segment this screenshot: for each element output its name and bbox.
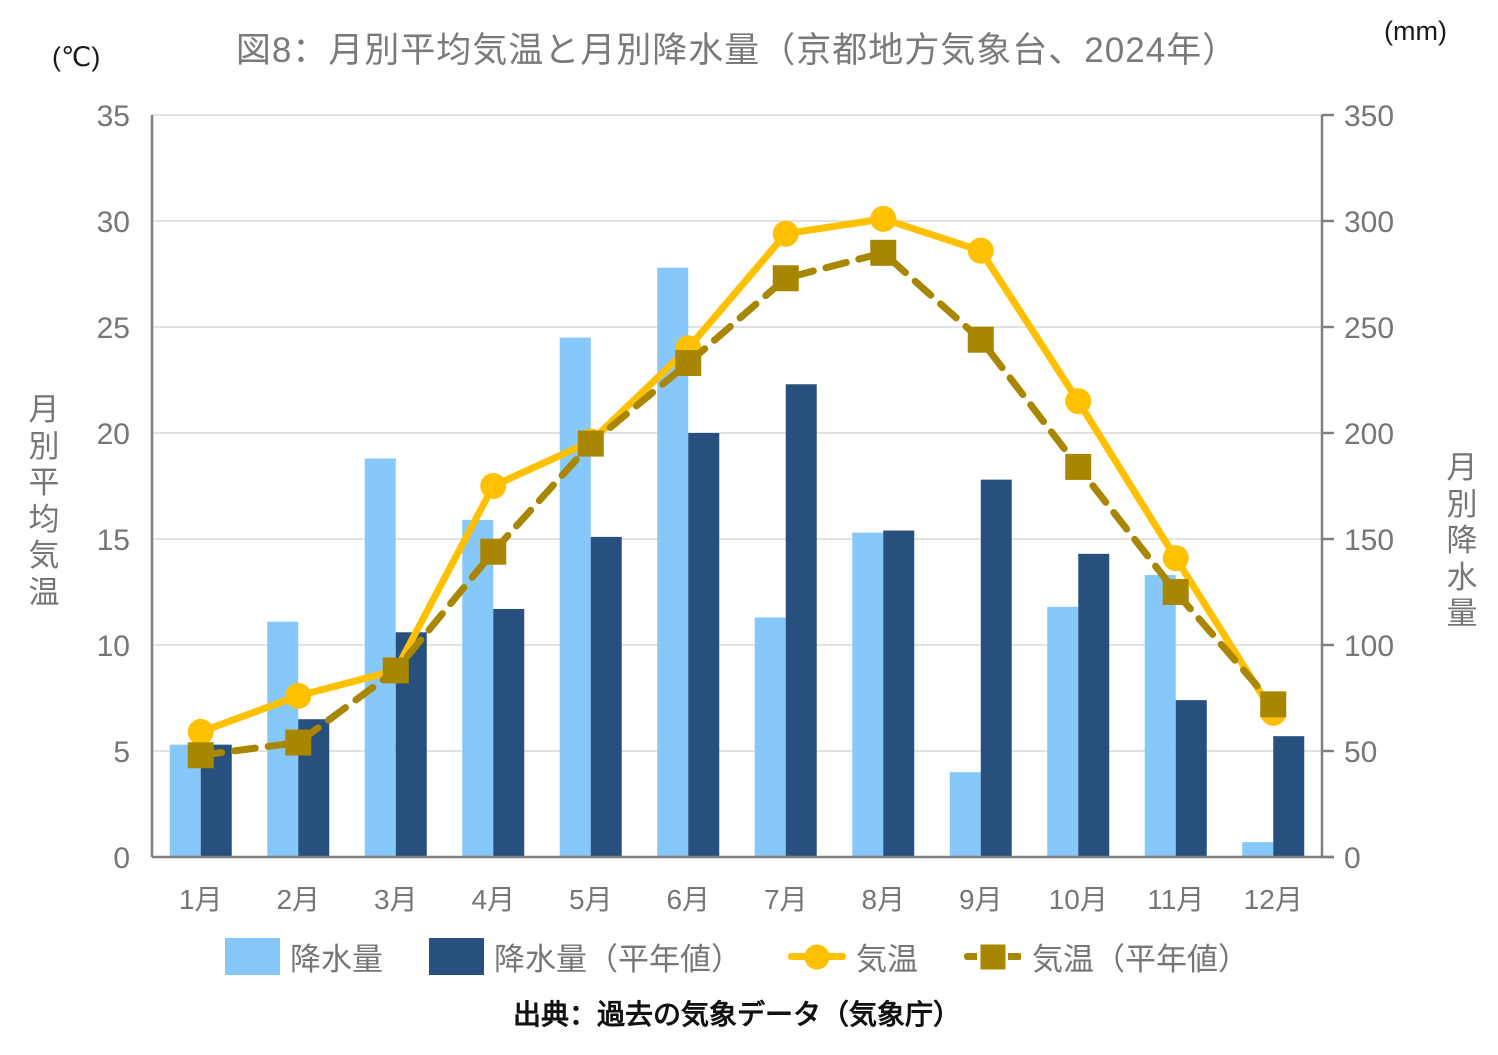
legend-label: 気温 [856,942,918,977]
legend-item-temp-normal: 気温（平年値） [964,934,1249,979]
svg-text:6月: 6月 [666,884,710,915]
svg-text:0: 0 [1344,842,1361,875]
source-note: 出典：過去の気象データ（気象庁） [512,999,961,1030]
svg-text:1月: 1月 [179,884,223,915]
svg-text:5月: 5月 [569,884,613,915]
svg-text:300: 300 [1344,206,1394,239]
right-axis-unit: (mm) [1384,16,1447,46]
left-axis-title: 月別平均気温 [28,392,60,610]
left-axis-unit: (℃) [52,42,101,72]
legend-label: 気温（平年値） [1032,942,1249,977]
precip-swatch-icon [225,938,280,975]
svg-text:4月: 4月 [471,884,515,915]
svg-text:3月: 3月 [374,884,418,915]
svg-text:250: 250 [1344,312,1394,345]
svg-text:5: 5 [113,736,130,769]
legend-item-temp: 気温 [788,934,918,979]
svg-text:350: 350 [1344,100,1394,133]
chart-legend: 降水量 降水量（平年値） 気温 気温（平年値） [152,934,1322,979]
svg-text:25: 25 [97,312,130,345]
svg-text:12月: 12月 [1244,884,1303,915]
svg-text:8月: 8月 [861,884,905,915]
svg-text:150: 150 [1344,524,1394,557]
temp-normal-dashed-marker-icon [964,944,1022,969]
svg-text:30: 30 [97,206,130,239]
svg-text:0: 0 [113,842,130,875]
circle-marker-icon [804,944,830,969]
svg-text:2月: 2月 [276,884,320,915]
svg-text:20: 20 [97,418,130,451]
svg-text:35: 35 [97,100,130,133]
legend-item-precip: 降水量 [225,934,383,979]
svg-text:9月: 9月 [959,884,1003,915]
temp-line-marker-icon [788,944,846,969]
svg-text:7月: 7月 [764,884,808,915]
svg-text:200: 200 [1344,418,1394,451]
legend-item-precip-normal: 降水量（平年値） [429,934,742,979]
chart-title: 図8：月別平均気温と月別降水量（京都地方気象台、2024年） [235,31,1239,70]
right-axis-title: 月別降水量 [1446,450,1478,632]
legend-label: 降水量 [290,942,383,977]
square-marker-icon [980,944,1006,969]
svg-text:10月: 10月 [1049,884,1108,915]
legend-label: 降水量（平年値） [494,942,742,977]
svg-text:10: 10 [97,630,130,663]
svg-text:15: 15 [97,524,130,557]
svg-text:100: 100 [1344,630,1394,663]
svg-text:50: 50 [1344,736,1377,769]
svg-text:11月: 11月 [1147,884,1204,915]
precip-normal-swatch-icon [429,938,484,975]
